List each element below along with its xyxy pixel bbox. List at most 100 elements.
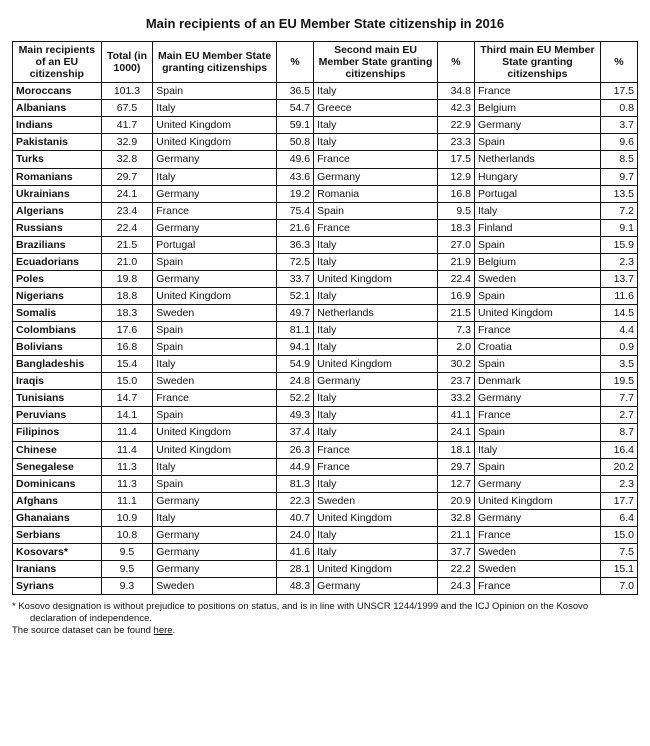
table-row: Albanians67.5Italy54.7Greece42.3Belgium0… xyxy=(13,100,638,117)
source-link[interactable]: here xyxy=(154,625,173,636)
table-row: Poles19.8Germany33.7United Kingdom22.4Sw… xyxy=(13,270,638,287)
table-row: Ghanaians10.9Italy40.7United Kingdom32.8… xyxy=(13,509,638,526)
cell-name: Russians xyxy=(13,219,102,236)
cell-third-state: France xyxy=(475,83,601,100)
cell-main-state: United Kingdom xyxy=(153,424,277,441)
cell-total: 9.3 xyxy=(101,578,153,595)
cell-main-state: United Kingdom xyxy=(153,287,277,304)
table-row: Russians22.4Germany21.6France18.3Finland… xyxy=(13,219,638,236)
cell-pct1: 36.5 xyxy=(277,83,314,100)
cell-pct3: 16.4 xyxy=(600,441,637,458)
cell-name: Dominicans xyxy=(13,475,102,492)
cell-second-state: Sweden xyxy=(314,492,438,509)
cell-second-state: Spain xyxy=(314,202,438,219)
cell-total: 101.3 xyxy=(101,83,153,100)
cell-pct1: 36.3 xyxy=(277,236,314,253)
cell-second-state: Italy xyxy=(314,475,438,492)
cell-main-state: Italy xyxy=(153,168,277,185)
cell-pct1: 37.4 xyxy=(277,424,314,441)
cell-pct3: 2.3 xyxy=(600,475,637,492)
cell-third-state: France xyxy=(475,407,601,424)
cell-pct2: 33.2 xyxy=(437,390,474,407)
col-second: Second main EU Member State granting cit… xyxy=(314,42,438,83)
footnote-kosovo-1: * Kosovo designation is without prejudic… xyxy=(12,601,638,613)
cell-pct1: 54.9 xyxy=(277,356,314,373)
cell-main-state: Spain xyxy=(153,407,277,424)
cell-total: 19.8 xyxy=(101,270,153,287)
cell-second-state: Italy xyxy=(314,253,438,270)
cell-main-state: Spain xyxy=(153,339,277,356)
cell-pct2: 16.9 xyxy=(437,287,474,304)
table-row: Bolivians16.8Spain94.1Italy2.0Croatia0.9 xyxy=(13,339,638,356)
cell-pct2: 18.1 xyxy=(437,441,474,458)
cell-pct2: 21.5 xyxy=(437,305,474,322)
cell-pct1: 52.2 xyxy=(277,390,314,407)
cell-pct3: 9.7 xyxy=(600,168,637,185)
cell-total: 32.8 xyxy=(101,151,153,168)
cell-pct2: 12.7 xyxy=(437,475,474,492)
cell-third-state: Sweden xyxy=(475,270,601,287)
cell-main-state: Spain xyxy=(153,83,277,100)
cell-total: 23.4 xyxy=(101,202,153,219)
cell-main-state: Germany xyxy=(153,151,277,168)
table-row: Syrians9.3Sweden48.3Germany24.3France7.0 xyxy=(13,578,638,595)
cell-second-state: France xyxy=(314,441,438,458)
cell-second-state: Italy xyxy=(314,390,438,407)
cell-pct1: 40.7 xyxy=(277,509,314,526)
cell-pct1: 43.6 xyxy=(277,168,314,185)
cell-name: Iraqis xyxy=(13,373,102,390)
cell-pct1: 28.1 xyxy=(277,560,314,577)
cell-pct3: 0.9 xyxy=(600,339,637,356)
cell-pct3: 20.2 xyxy=(600,458,637,475)
table-row: Peruvians14.1Spain49.3Italy41.1France2.7 xyxy=(13,407,638,424)
cell-total: 9.5 xyxy=(101,543,153,560)
cell-third-state: Belgium xyxy=(475,100,601,117)
cell-total: 18.8 xyxy=(101,287,153,304)
col-name: Main recipients of an EU citizenship xyxy=(13,42,102,83)
cell-name: Peruvians xyxy=(13,407,102,424)
cell-main-state: Germany xyxy=(153,492,277,509)
cell-third-state: Sweden xyxy=(475,543,601,560)
cell-pct1: 19.2 xyxy=(277,185,314,202)
cell-pct1: 59.1 xyxy=(277,117,314,134)
table-row: Ecuadorians21.0Spain72.5Italy21.9Belgium… xyxy=(13,253,638,270)
cell-main-state: Germany xyxy=(153,543,277,560)
cell-total: 24.1 xyxy=(101,185,153,202)
cell-third-state: Germany xyxy=(475,390,601,407)
cell-second-state: France xyxy=(314,151,438,168)
cell-pct3: 6.4 xyxy=(600,509,637,526)
col-pct2: % xyxy=(437,42,474,83)
cell-second-state: Italy xyxy=(314,339,438,356)
cell-total: 18.3 xyxy=(101,305,153,322)
cell-name: Iranians xyxy=(13,560,102,577)
cell-third-state: France xyxy=(475,322,601,339)
cell-pct2: 16.8 xyxy=(437,185,474,202)
cell-pct3: 17.5 xyxy=(600,83,637,100)
cell-total: 11.3 xyxy=(101,475,153,492)
table-row: Senegalese11.3Italy44.9France29.7Spain20… xyxy=(13,458,638,475)
cell-pct3: 13.5 xyxy=(600,185,637,202)
cell-name: Tunisians xyxy=(13,390,102,407)
cell-pct3: 8.5 xyxy=(600,151,637,168)
cell-name: Ukrainians xyxy=(13,185,102,202)
cell-main-state: Sweden xyxy=(153,305,277,322)
cell-name: Senegalese xyxy=(13,458,102,475)
table-row: Iraqis15.0Sweden24.8Germany23.7Denmark19… xyxy=(13,373,638,390)
cell-third-state: Belgium xyxy=(475,253,601,270)
cell-main-state: France xyxy=(153,202,277,219)
cell-second-state: United Kingdom xyxy=(314,270,438,287)
cell-second-state: Germany xyxy=(314,168,438,185)
cell-pct2: 24.1 xyxy=(437,424,474,441)
cell-pct2: 20.9 xyxy=(437,492,474,509)
cell-pct1: 24.8 xyxy=(277,373,314,390)
cell-third-state: Denmark xyxy=(475,373,601,390)
cell-pct2: 23.3 xyxy=(437,134,474,151)
cell-pct1: 52.1 xyxy=(277,287,314,304)
table-row: Nigerians18.8United Kingdom52.1Italy16.9… xyxy=(13,287,638,304)
cell-third-state: Spain xyxy=(475,458,601,475)
cell-third-state: Spain xyxy=(475,356,601,373)
cell-pct1: 24.0 xyxy=(277,526,314,543)
cell-total: 14.1 xyxy=(101,407,153,424)
cell-third-state: Hungary xyxy=(475,168,601,185)
cell-pct2: 18.3 xyxy=(437,219,474,236)
